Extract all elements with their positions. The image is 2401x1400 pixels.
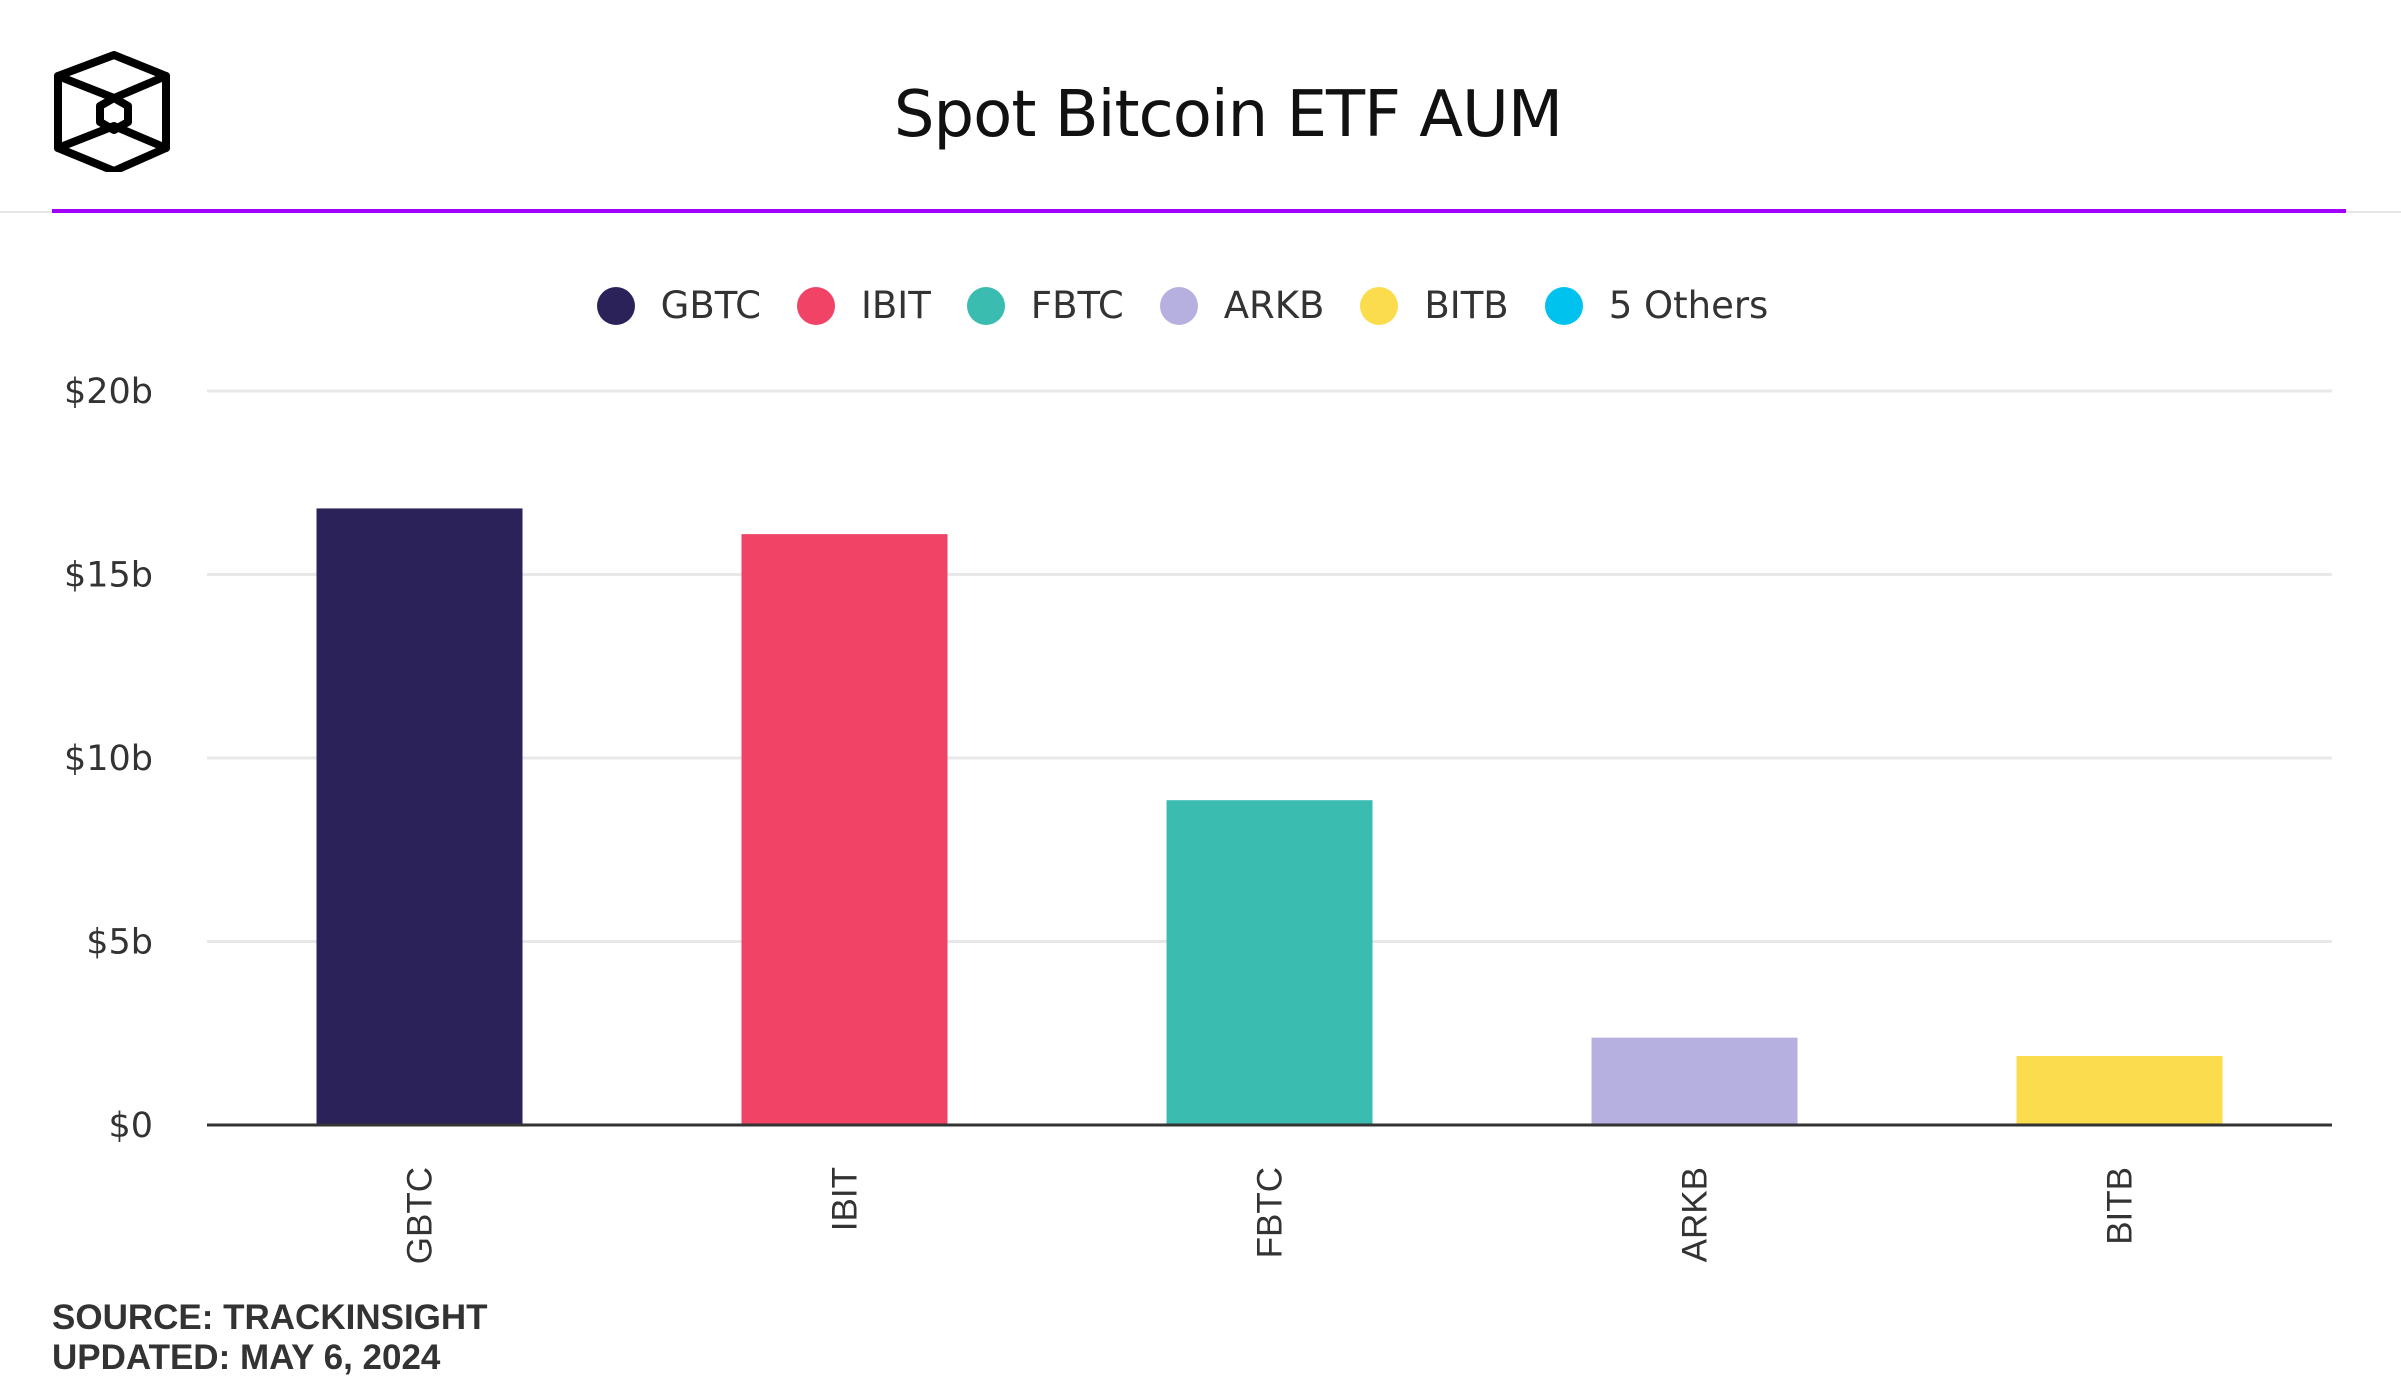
legend-label: IBIT: [860, 284, 931, 327]
bar-arkb: [1591, 1037, 1798, 1125]
logo-icon: [54, 51, 170, 172]
legend-label: GBTC: [660, 284, 761, 327]
legend-swatch: [1159, 286, 1198, 325]
bar-gbtc: [316, 508, 523, 1125]
bar-ibit: [741, 534, 948, 1125]
x-tick-label: BITB: [2101, 1167, 2140, 1245]
x-tick-label: ARKB: [1676, 1167, 1715, 1262]
updated-text: UPDATED: MAY 6, 2024: [52, 1338, 441, 1377]
source-text: SOURCE: TRACKINSIGHT: [52, 1298, 488, 1337]
legend-swatch: [796, 286, 835, 325]
legend-item[interactable]: BITB: [1360, 284, 1509, 327]
legend-label: BITB: [1424, 284, 1509, 327]
legend-label: ARKB: [1223, 284, 1325, 327]
x-tick-label: GBTC: [401, 1167, 440, 1264]
y-tick-label: $10b: [64, 739, 153, 779]
legend-item[interactable]: GBTC: [596, 284, 761, 327]
legend-swatch: [966, 286, 1005, 325]
accent-divider: [52, 209, 2346, 213]
bar-chart: $0 $5b $10b $15b $20b GBTC IBIT FBTC ARKB BITB: [64, 372, 2332, 1264]
legend-item[interactable]: 5 Others: [1544, 284, 1769, 327]
legend-swatch: [596, 286, 635, 325]
legend-item[interactable]: FBTC: [966, 284, 1124, 327]
legend-item[interactable]: IBIT: [796, 284, 931, 327]
legend-label: FBTC: [1030, 284, 1124, 327]
x-tick-label: FBTC: [1251, 1167, 1290, 1258]
y-tick-label: $15b: [64, 556, 153, 596]
legend-swatch: [1544, 286, 1583, 325]
source-note: SOURCE: TRACKINSIGHT UPDATED: MAY 6, 202…: [52, 1298, 488, 1378]
bar-bitb: [2016, 1056, 2223, 1125]
y-tick-label: $5b: [86, 923, 153, 963]
legend-label: 5 Others: [1608, 284, 1769, 327]
x-tick-label: IBIT: [826, 1167, 865, 1231]
bar-fbtc: [1166, 800, 1373, 1125]
y-tick-label: $20b: [64, 372, 153, 412]
legend-item[interactable]: ARKB: [1159, 284, 1325, 327]
legend-swatch: [1360, 286, 1399, 325]
y-tick-label: $0: [108, 1106, 153, 1146]
legend: GBTC IBIT FBTC ARKB BITB 5 Others: [0, 284, 2401, 327]
chart-title: Spot Bitcoin ETF AUM: [893, 78, 1563, 152]
